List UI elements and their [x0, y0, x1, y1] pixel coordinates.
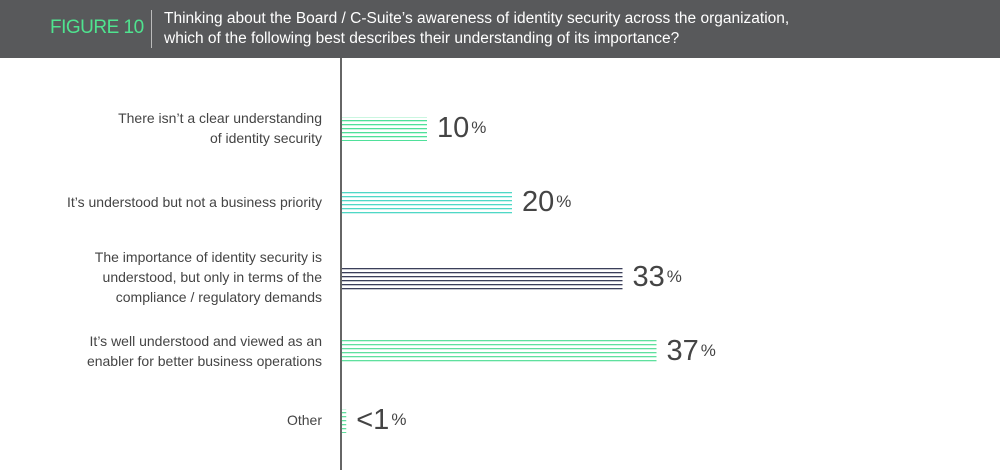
figure-label: FIGURE 10	[50, 17, 144, 38]
category-label: Other	[286, 412, 322, 428]
bar	[342, 340, 657, 364]
category-label: It’s understood but not a business prior…	[66, 194, 322, 210]
bar	[342, 117, 427, 141]
value-label: 20%	[522, 186, 571, 218]
value-label: 33%	[633, 261, 682, 293]
header: FIGURE 10 Thinking about the Board / C-S…	[0, 0, 1000, 58]
divider	[151, 10, 152, 48]
value-label: 37%	[667, 335, 716, 367]
category-label: It’s well understood and viewed as an en…	[86, 333, 322, 369]
category-label: The importance of identity security is u…	[94, 249, 322, 305]
chart-title: Thinking about the Board / C-Suite’s awa…	[164, 10, 790, 47]
value-label: <1%	[356, 404, 406, 436]
value-label: 10%	[437, 112, 486, 144]
bar	[342, 191, 512, 215]
bar	[342, 266, 623, 290]
bar	[342, 409, 347, 433]
category-label: There isn’t a clear understanding of ide…	[118, 110, 322, 146]
